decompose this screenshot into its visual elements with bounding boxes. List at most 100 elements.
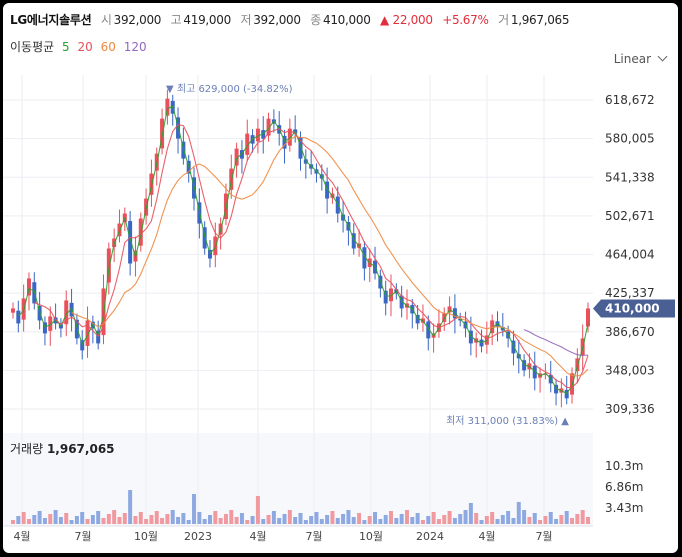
volume-bar — [303, 520, 308, 524]
ma-5-label: 5 — [62, 40, 70, 54]
moving-average-legend[interactable]: 이동평균 5 20 60 120 — [10, 38, 151, 55]
high-annotation: ▼ 최고 629,000 (-34.82%) — [166, 83, 293, 95]
volume-bar — [357, 513, 362, 524]
low-label: 저 — [240, 13, 252, 27]
volume-bar — [165, 514, 170, 524]
x-tick-label: 7월 — [535, 530, 552, 543]
volume-bar — [564, 511, 569, 524]
volume-tick-label: 3.43m — [605, 501, 643, 515]
volume-bar — [389, 511, 394, 524]
volume-value: 1,967,065 — [510, 13, 570, 27]
volume-bar — [58, 517, 63, 524]
candle — [165, 89, 170, 125]
volume-bar — [580, 510, 585, 524]
volume-bar — [479, 520, 484, 524]
volume-bar — [80, 512, 85, 524]
volume-bar — [570, 518, 575, 524]
volume-bar — [373, 512, 378, 524]
close-label: 종 — [310, 13, 321, 27]
volume-bar — [335, 518, 340, 524]
candle — [287, 118, 292, 152]
candle-body — [85, 320, 90, 346]
ma-legend-label: 이동평균 — [10, 40, 55, 54]
candle-body — [128, 221, 133, 264]
candle-body — [452, 308, 457, 319]
x-tick-label: 7월 — [74, 530, 91, 543]
volume-bar — [383, 515, 388, 524]
volume-bar — [490, 512, 495, 524]
candle — [511, 330, 516, 366]
volume-bar — [484, 516, 489, 524]
y-tick-label: 580,005 — [605, 132, 655, 146]
x-tick-label: 10월 — [359, 530, 383, 543]
candle — [85, 306, 90, 358]
volume-bar — [399, 514, 404, 524]
volume-tick-label: 10.3m — [605, 459, 643, 473]
volume-bar — [53, 510, 58, 524]
candle-body — [64, 300, 69, 325]
volume-bar — [176, 517, 181, 524]
volume-bar — [506, 511, 511, 524]
candle — [479, 329, 484, 353]
candle — [452, 294, 457, 334]
scale-dropdown[interactable]: Linear — [614, 51, 668, 66]
chevron-down-icon — [657, 51, 668, 62]
volume-bar — [37, 511, 42, 524]
volume-bar — [213, 511, 218, 524]
volume-bar — [463, 510, 468, 524]
y-tick-label: 502,671 — [605, 209, 655, 223]
high-label: 고 — [170, 13, 182, 27]
volume-bar — [287, 510, 292, 524]
x-tick-label: 4월 — [249, 530, 266, 543]
open-value: 392,000 — [113, 13, 162, 27]
ma-120-line — [523, 329, 589, 357]
candle-body — [239, 150, 244, 159]
ma-20-label: 20 — [77, 40, 93, 54]
candle-body — [389, 288, 394, 302]
volume-title-value: 1,967,065 — [46, 442, 115, 456]
candle — [202, 221, 207, 255]
volume-bar — [367, 516, 372, 524]
volume-bar — [170, 510, 175, 524]
candle — [383, 280, 388, 316]
chart-window: 4월 7월 10월 2023 4월 7월 10월 2024 4월 7월 ▼ 최고 629,000 (… — [3, 3, 678, 553]
candle-body — [468, 330, 473, 344]
candle-body — [42, 322, 47, 334]
candle — [325, 167, 330, 214]
volume-bar — [250, 516, 255, 524]
volume-bar — [271, 511, 276, 524]
y-tick-label: 541,338 — [605, 170, 655, 184]
candle-body — [255, 128, 260, 142]
volume-bar — [234, 517, 239, 524]
volume-bar — [74, 516, 79, 524]
volume-bar — [160, 518, 165, 524]
candle-body — [415, 314, 420, 324]
volume-bar — [197, 512, 202, 524]
volume-bar — [426, 516, 431, 524]
volume-bar — [378, 519, 383, 524]
volume-bar — [96, 511, 101, 524]
candle-body — [16, 310, 21, 324]
volume-bar — [314, 512, 319, 524]
volume-bar — [298, 513, 303, 524]
candle — [282, 129, 287, 164]
volume-bar — [154, 511, 159, 524]
stock-name: LG에너지솔루션 — [10, 13, 92, 27]
volume-bar — [351, 517, 356, 524]
volume-bar — [559, 515, 564, 524]
volume-bar — [64, 513, 69, 524]
y-tick-label: 348,003 — [605, 363, 655, 377]
volume-bar — [309, 516, 314, 524]
volume-bar — [122, 513, 127, 524]
volume-bar — [522, 510, 527, 524]
candle-body — [511, 340, 516, 354]
volume-bar — [255, 496, 260, 524]
candle-body — [202, 227, 207, 249]
candle — [11, 302, 15, 319]
low-value: 392,000 — [253, 13, 301, 27]
stock-chart[interactable]: 4월 7월 10월 2023 4월 7월 10월 2024 4월 7월 ▼ 최고 629,000 (… — [3, 3, 678, 553]
volume-bar — [474, 513, 479, 524]
volume-bar — [420, 520, 425, 524]
volume-bar — [202, 519, 207, 524]
candle — [128, 211, 133, 276]
